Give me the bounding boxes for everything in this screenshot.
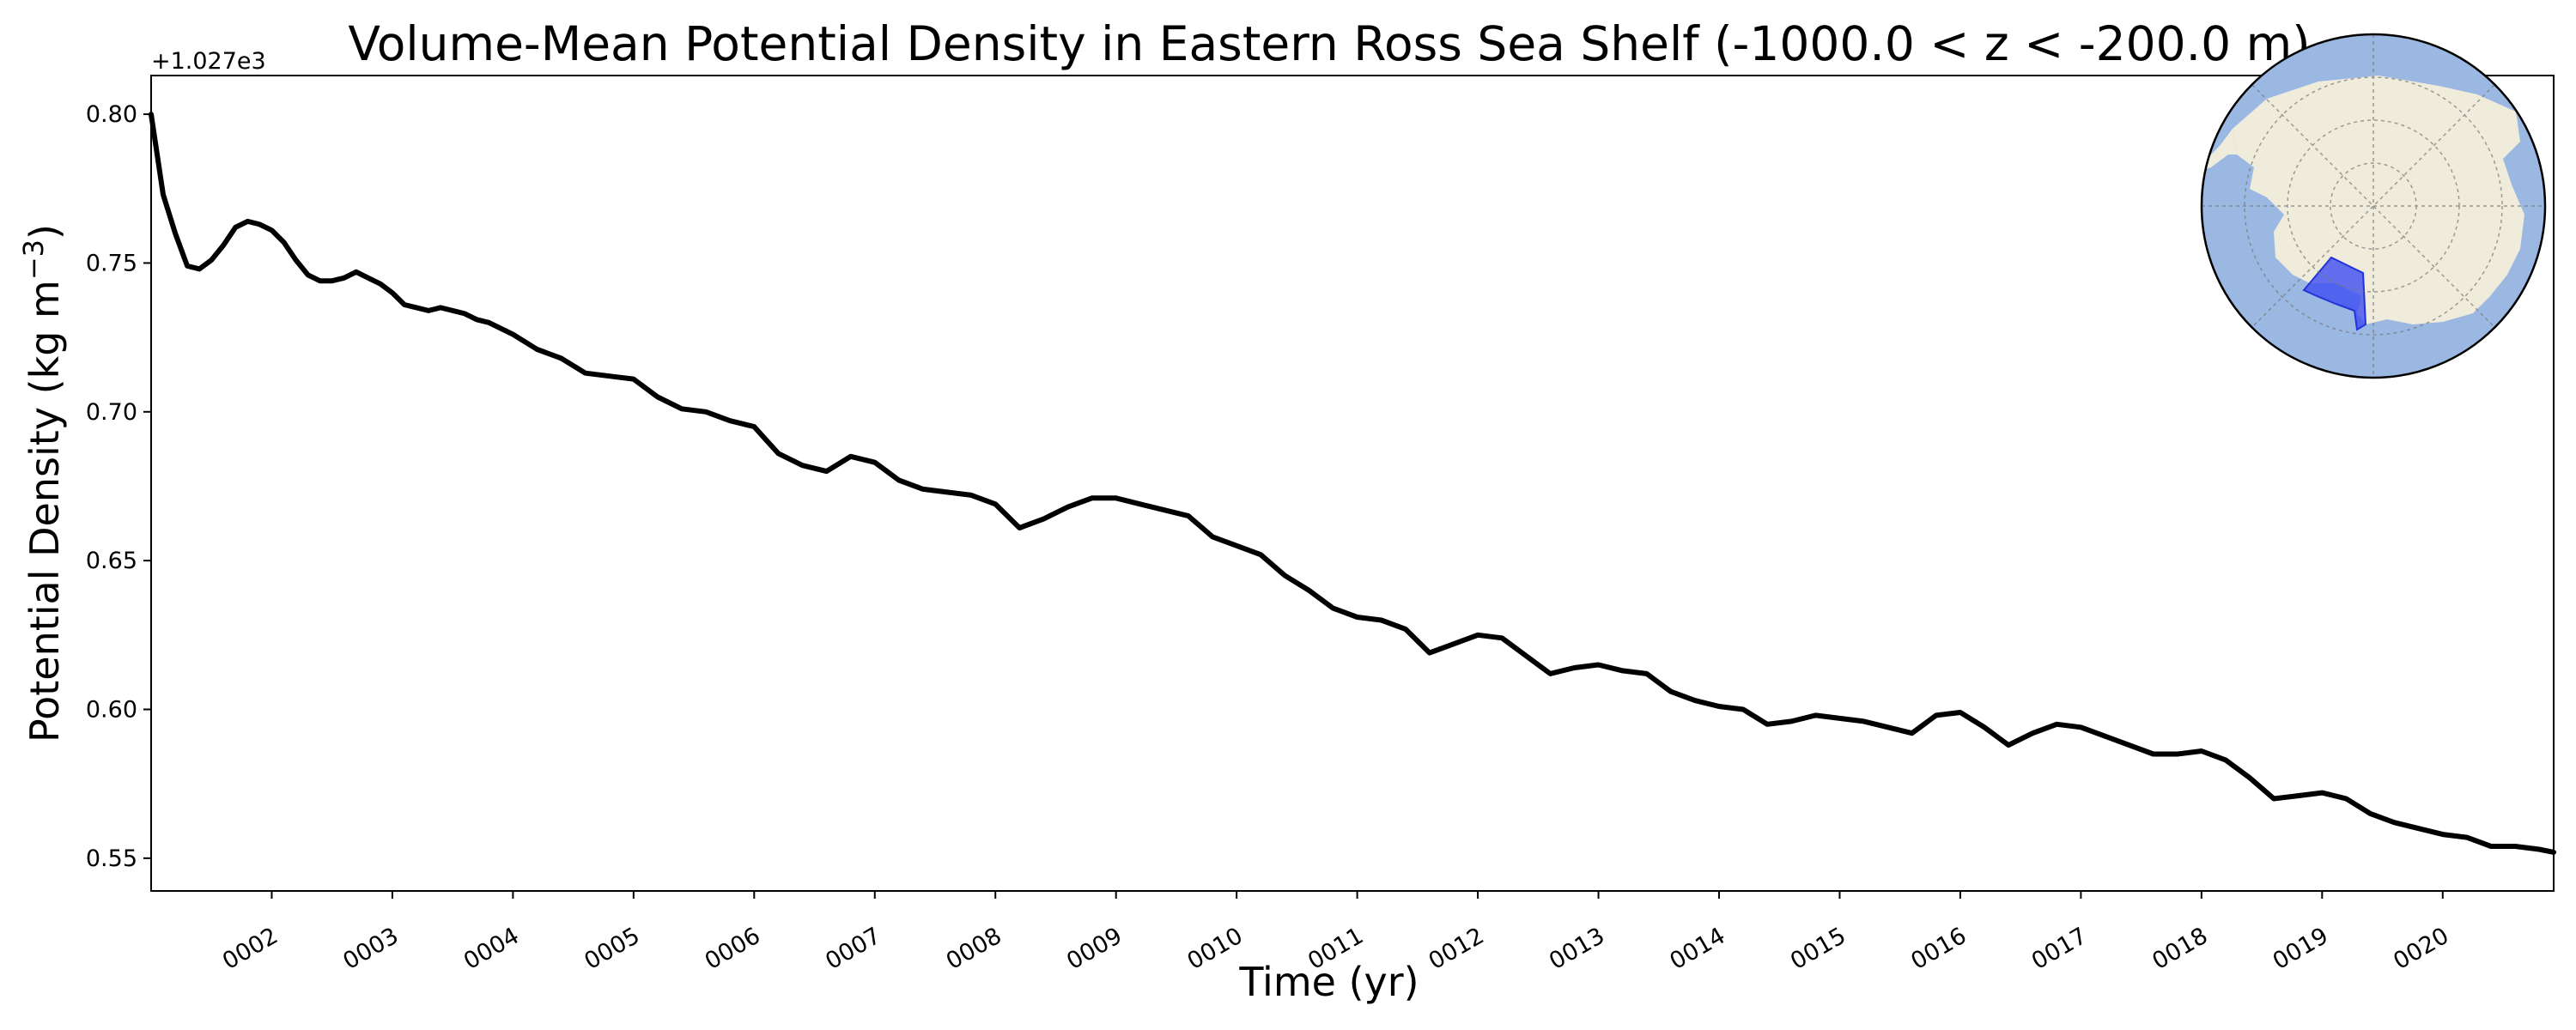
series-line (149, 112, 2556, 855)
x-tick-label: 0016 (1906, 923, 1971, 975)
x-tick-label: 0009 (1062, 923, 1127, 975)
x-tick-label: 0020 (2389, 923, 2453, 975)
inset-map-antarctica-land (2233, 76, 2524, 324)
x-tick-label: 0008 (942, 923, 1006, 975)
x-tick-label: 0002 (218, 923, 283, 975)
y-axis-label: Potential Density (kg m−3) (17, 224, 68, 742)
chart-title: Volume-Mean Potential Density in Eastern… (348, 16, 2310, 71)
y-tick-label: 0.80 (86, 101, 137, 128)
x-tick-label: 0004 (459, 923, 524, 975)
y-axis-label-close: ) (21, 224, 68, 239)
y-axis-ticks: 0.55 0.60 0.65 0.70 0.75 0.80 (86, 101, 151, 872)
x-tick-label: 0019 (2269, 923, 2333, 975)
y-tick-label: 0.75 (86, 250, 137, 276)
y-tick-label: 0.60 (86, 697, 137, 724)
inset-map-shelf-island (2313, 144, 2337, 167)
y-offset-label: +1.027e3 (151, 48, 266, 75)
x-tick-label: 0005 (580, 923, 644, 975)
y-tick-label: 0.70 (86, 399, 137, 426)
x-axis-label: Time (yr) (1238, 959, 1419, 1005)
y-axis-label-exponent: −3 (17, 239, 50, 280)
x-tick-label: 0006 (701, 923, 765, 975)
inset-map (2200, 33, 2547, 379)
inset-map-border (2200, 33, 2547, 379)
x-tick-label: 0010 (1183, 923, 1248, 975)
x-tick-label: 0014 (1665, 923, 1729, 975)
x-tick-label: 0003 (338, 923, 403, 975)
x-tick-label: 0013 (1545, 923, 1609, 975)
inset-map-eastern-ross-sea-region (2302, 256, 2367, 331)
x-tick-label: 0017 (2027, 923, 2092, 975)
y-tick-label: 0.55 (86, 845, 137, 872)
y-tick-label: 0.65 (86, 548, 137, 574)
x-tick-label: 0012 (1425, 923, 1489, 975)
x-tick-label: 0018 (2148, 923, 2212, 975)
x-tick-label: 0007 (821, 923, 885, 975)
x-tick-label: 0015 (1786, 923, 1850, 975)
y-axis-label-main: Potential Density (kg m (21, 280, 68, 742)
plot-area-frame (150, 75, 2555, 892)
inset-map-graticule (2202, 34, 2545, 378)
